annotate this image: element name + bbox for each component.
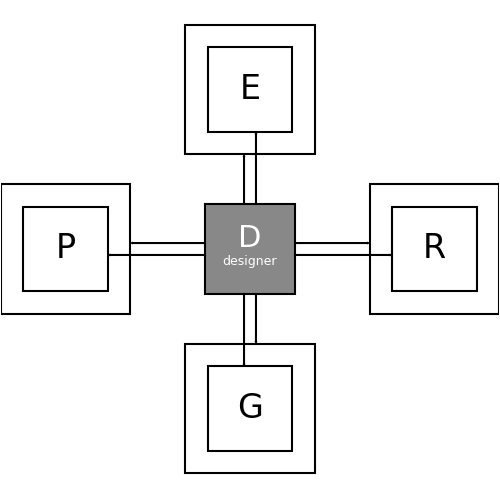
Bar xyxy=(1,184,130,314)
Bar xyxy=(392,207,476,291)
Text: P: P xyxy=(56,233,76,265)
Bar xyxy=(186,344,314,473)
Bar xyxy=(205,204,295,294)
Text: E: E xyxy=(240,73,260,106)
Bar xyxy=(186,25,314,154)
Bar xyxy=(208,47,292,132)
Text: designer: designer xyxy=(222,255,277,268)
Bar xyxy=(24,207,108,291)
Bar xyxy=(208,366,292,451)
Text: D: D xyxy=(238,224,262,252)
Text: G: G xyxy=(237,392,263,425)
Bar xyxy=(370,184,499,314)
Text: R: R xyxy=(422,233,446,265)
